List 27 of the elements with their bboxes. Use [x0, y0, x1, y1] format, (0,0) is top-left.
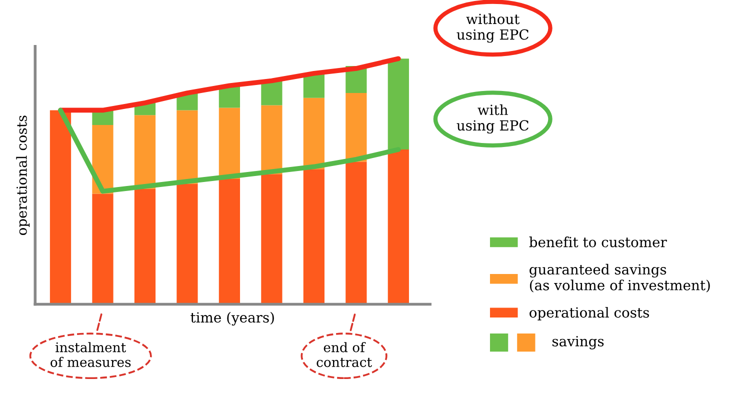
bar	[261, 105, 282, 174]
bar	[346, 162, 367, 304]
x-axis-title: time (years)	[190, 312, 274, 326]
y-axis-title: operational costs	[16, 116, 30, 236]
legend-label: operational costs	[530, 306, 650, 320]
bar	[388, 58, 409, 150]
bar	[303, 169, 324, 304]
bar	[92, 194, 114, 304]
bar	[176, 184, 198, 304]
legend-label: guaranteed savings (as volume of investment)	[530, 264, 710, 292]
bar	[346, 93, 367, 162]
text: without using EPC	[456, 13, 528, 43]
text: end of contract	[316, 342, 372, 368]
bar	[218, 108, 240, 179]
bar	[388, 150, 409, 304]
bar	[303, 98, 324, 170]
bar	[218, 178, 240, 304]
legend-label: benefit to customer	[529, 236, 667, 248]
bar	[50, 110, 72, 304]
bar	[261, 80, 282, 106]
text: instalment of measures	[50, 342, 131, 368]
bar	[176, 110, 198, 184]
bar	[134, 115, 156, 189]
bar	[261, 174, 282, 304]
bar	[134, 188, 156, 304]
text: savings	[552, 336, 604, 350]
text: with using EPC	[456, 104, 528, 134]
